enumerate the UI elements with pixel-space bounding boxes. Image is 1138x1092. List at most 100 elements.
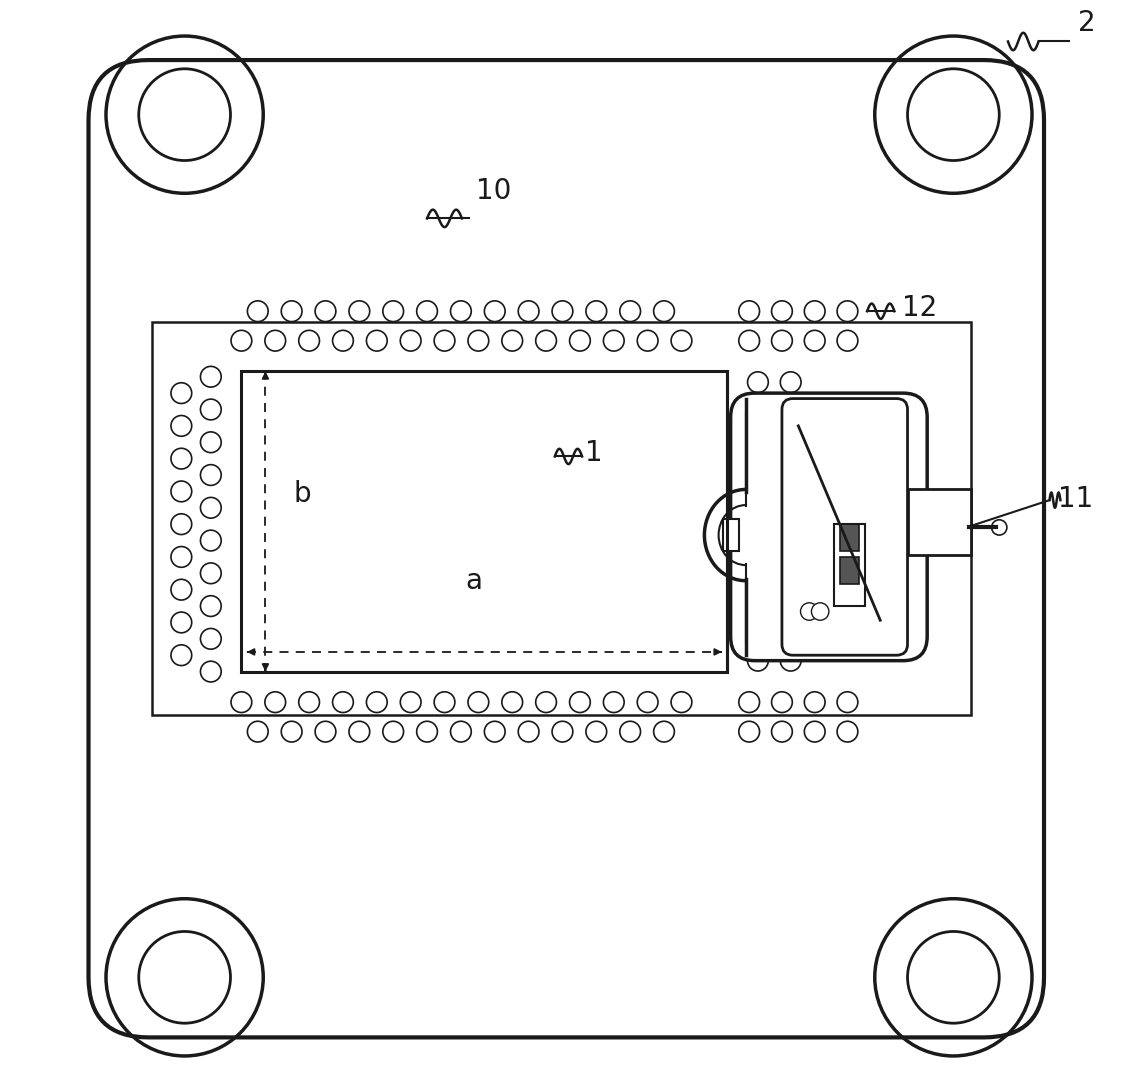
Circle shape — [200, 596, 221, 616]
Circle shape — [805, 692, 825, 713]
Circle shape — [434, 692, 455, 713]
Circle shape — [349, 721, 370, 743]
Circle shape — [200, 399, 221, 420]
Bar — [840, 524, 859, 551]
Circle shape — [620, 300, 641, 321]
Circle shape — [451, 300, 471, 321]
Circle shape — [247, 300, 269, 321]
Circle shape — [200, 661, 221, 681]
Circle shape — [739, 692, 759, 713]
Circle shape — [805, 721, 825, 743]
Bar — [241, 371, 727, 672]
Circle shape — [603, 692, 624, 713]
Circle shape — [748, 551, 768, 572]
Circle shape — [811, 603, 828, 620]
Circle shape — [299, 692, 320, 713]
Text: 10: 10 — [476, 177, 512, 205]
Circle shape — [781, 437, 801, 459]
Circle shape — [805, 300, 825, 321]
Circle shape — [586, 300, 607, 321]
Bar — [834, 524, 865, 606]
Circle shape — [653, 300, 675, 321]
Circle shape — [417, 300, 437, 321]
Circle shape — [536, 692, 556, 713]
Circle shape — [671, 330, 692, 352]
Circle shape — [603, 330, 624, 352]
Text: a: a — [465, 567, 483, 595]
Circle shape — [485, 300, 505, 321]
Circle shape — [265, 330, 286, 352]
Circle shape — [552, 300, 572, 321]
Circle shape — [838, 692, 858, 713]
Circle shape — [781, 585, 801, 605]
Circle shape — [569, 692, 591, 713]
Circle shape — [748, 437, 768, 459]
Circle shape — [748, 470, 768, 490]
Circle shape — [637, 330, 658, 352]
Text: 12: 12 — [902, 294, 938, 322]
Circle shape — [781, 405, 801, 426]
Circle shape — [349, 300, 370, 321]
Bar — [907, 489, 971, 555]
Circle shape — [231, 692, 251, 713]
Circle shape — [569, 330, 591, 352]
Circle shape — [739, 721, 759, 743]
Circle shape — [653, 721, 675, 743]
Text: b: b — [294, 479, 312, 508]
Circle shape — [907, 69, 999, 161]
Circle shape — [265, 692, 286, 713]
Circle shape — [401, 330, 421, 352]
Text: 11: 11 — [1058, 485, 1094, 513]
Circle shape — [748, 405, 768, 426]
Circle shape — [247, 721, 269, 743]
Circle shape — [231, 330, 251, 352]
Circle shape — [332, 692, 353, 713]
Circle shape — [315, 721, 336, 743]
Circle shape — [800, 603, 818, 620]
Circle shape — [451, 721, 471, 743]
Circle shape — [502, 330, 522, 352]
Circle shape — [838, 300, 858, 321]
Circle shape — [485, 721, 505, 743]
Circle shape — [200, 530, 221, 550]
Circle shape — [772, 330, 792, 352]
Circle shape — [401, 692, 421, 713]
Circle shape — [781, 470, 801, 490]
Circle shape — [552, 721, 572, 743]
Circle shape — [200, 431, 221, 452]
Circle shape — [781, 551, 801, 572]
Circle shape — [518, 721, 539, 743]
Circle shape — [468, 692, 488, 713]
Circle shape — [772, 692, 792, 713]
Circle shape — [502, 692, 522, 713]
Circle shape — [200, 628, 221, 649]
Circle shape — [315, 300, 336, 321]
Circle shape — [907, 931, 999, 1023]
Circle shape — [417, 721, 437, 743]
Circle shape — [748, 617, 768, 638]
Circle shape — [171, 513, 191, 535]
Circle shape — [171, 480, 191, 502]
Circle shape — [139, 931, 231, 1023]
FancyBboxPatch shape — [782, 399, 907, 655]
Circle shape — [200, 563, 221, 584]
FancyBboxPatch shape — [731, 393, 927, 661]
Circle shape — [781, 371, 801, 392]
Circle shape — [637, 692, 658, 713]
Bar — [840, 557, 859, 584]
Text: 2: 2 — [1078, 9, 1096, 37]
Circle shape — [382, 721, 404, 743]
Text: 1: 1 — [585, 439, 603, 467]
Circle shape — [991, 520, 1007, 535]
Circle shape — [518, 300, 539, 321]
Circle shape — [620, 721, 641, 743]
Circle shape — [781, 650, 801, 670]
Circle shape — [805, 330, 825, 352]
Circle shape — [366, 330, 387, 352]
Circle shape — [139, 69, 231, 161]
Circle shape — [366, 692, 387, 713]
Circle shape — [299, 330, 320, 352]
Circle shape — [200, 497, 221, 519]
Bar — [723, 519, 740, 551]
Circle shape — [281, 300, 302, 321]
